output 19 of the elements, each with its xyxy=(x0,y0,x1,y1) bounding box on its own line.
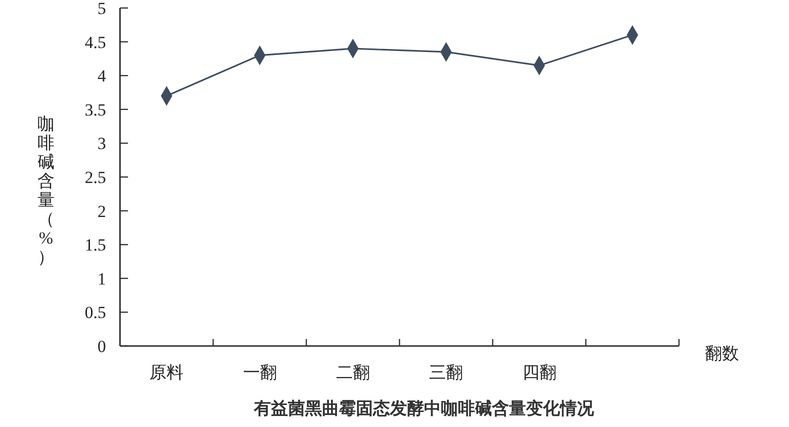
x-tick-label: 一翻 xyxy=(242,362,277,382)
y-tick-label: 2 xyxy=(98,202,106,221)
y-tick-label: 1 xyxy=(98,269,106,288)
y-tick-label: 5 xyxy=(98,0,106,18)
y-tick-label: 4 xyxy=(98,66,106,86)
y-tick-label: 3 xyxy=(98,134,106,154)
x-axis-title: 翻数 xyxy=(705,344,739,363)
y-tick-label: 0 xyxy=(98,336,106,356)
y-tick-label: 4.5 xyxy=(84,32,106,52)
x-tick-label: 三翻 xyxy=(429,362,464,382)
x-tick-label: 四翻 xyxy=(522,362,556,382)
y-tick-label: 1.5 xyxy=(84,236,106,255)
y-axis-title: 咖啡碱含量（%） xyxy=(38,114,54,266)
x-tick-label: 原料 xyxy=(150,362,184,382)
y-tick-label: 2.5 xyxy=(84,168,106,187)
y-tick-label: 0.5 xyxy=(84,303,106,322)
text: 有益菌黑曲霉固态发酵中咖啡碱含量变化情况 xyxy=(253,398,595,419)
x-tick-label: 二翻 xyxy=(336,362,370,382)
y-tick-label: 3.5 xyxy=(84,100,106,120)
